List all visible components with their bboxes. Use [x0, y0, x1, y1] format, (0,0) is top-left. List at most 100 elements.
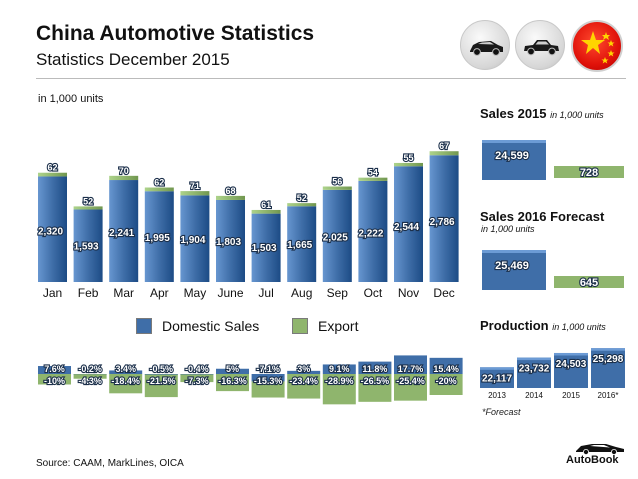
export-bar-dec	[429, 151, 459, 156]
domestic-label-feb: 1,593	[74, 241, 99, 252]
growth-export-bar-sep	[322, 374, 356, 405]
growth-domestic-label-dec: 15.4%	[433, 364, 459, 374]
domestic-label-jul: 1,503	[252, 243, 277, 254]
main-chart-unit-note: in 1,000 units	[38, 93, 104, 105]
growth-rate-chart: 7.6%-10%-0.2%-4.3%3.4%-18.4%-0.5%-21.5%-…	[38, 355, 463, 405]
export-label-dec: 67	[439, 141, 449, 151]
growth-domestic-label-june: 5%	[226, 364, 239, 374]
x-tick-jul: Jul	[258, 286, 273, 300]
growth-export-label-aug: -23.4%	[289, 376, 318, 386]
export-label-jan: 62	[47, 163, 57, 173]
growth-export-label-dec: -20%	[436, 376, 457, 386]
sales-2016-chart: 25,469 645	[482, 250, 624, 290]
x-tick-dec: Dec	[433, 286, 454, 300]
x-tick-aug: Aug	[291, 286, 312, 300]
domestic-bar-mar	[109, 180, 139, 282]
domestic-bar-feb	[73, 209, 103, 282]
monthly-sales-chart: 2,320 62 Jan 1,593 52 Feb 2,241 70 Mar 1,995 62 Apr…	[37, 140, 459, 300]
growth-domestic-label-oct: 11.8%	[362, 364, 387, 374]
production-unit: in 1,000 units	[552, 322, 606, 332]
sales-2015-domestic-label: 24,599	[495, 150, 529, 162]
growth-domestic-bar-sep	[322, 364, 356, 374]
sales-2016-domestic-bar-highlight	[482, 250, 546, 253]
production-bar-highlight-0	[480, 367, 514, 370]
legend-domestic-swatch	[136, 318, 152, 334]
domestic-label-mar: 2,241	[109, 228, 134, 239]
domestic-bar-may	[180, 195, 210, 282]
x-tick-sep: Sep	[327, 286, 349, 300]
sales-2015-domestic-bar-highlight	[482, 140, 546, 143]
production-bar-highlight-1	[517, 357, 551, 361]
domestic-bar-apr	[144, 191, 174, 282]
x-tick-oct: Oct	[364, 286, 383, 300]
x-tick-may: May	[184, 286, 207, 300]
growth-domestic-label-mar: 3.4%	[115, 364, 136, 374]
sales-2016-domestic-bar	[482, 250, 546, 290]
export-bar-aug	[287, 203, 317, 207]
growth-export-label-sep: -28.9%	[325, 376, 354, 386]
growth-domestic-label-sep: 9.1%	[329, 364, 350, 374]
sales-2016-title: Sales 2016 Forecast	[480, 209, 605, 224]
growth-export-bar-apr	[144, 374, 178, 398]
legend-domestic: Domestic Sales	[136, 318, 259, 334]
export-bar-apr	[144, 187, 174, 192]
x-tick-nov: Nov	[398, 286, 419, 300]
growth-domestic-label-apr: -0.5%	[150, 364, 174, 374]
growth-domestic-bar-june	[216, 368, 249, 374]
domestic-label-june: 1,803	[216, 237, 241, 248]
legend-export-swatch	[292, 318, 308, 334]
growth-domestic-label-may: -0.4%	[185, 364, 209, 374]
x-tick-mar: Mar	[113, 286, 134, 300]
growth-domestic-bar-dec	[429, 357, 463, 374]
sales-2015-export-label: 728	[580, 167, 598, 179]
growth-export-bar-june	[216, 374, 249, 392]
x-tick-jan: Jan	[43, 286, 62, 300]
brand-name: AutoBook	[566, 454, 619, 466]
export-bar-jul	[251, 209, 281, 214]
production-tick-1: 2014	[525, 391, 543, 400]
sales-2015-title: Sales 2015 in 1,000 units	[480, 106, 604, 121]
domestic-label-sep: 2,025	[323, 233, 348, 244]
export-bar-nov	[394, 162, 423, 167]
production-label-3: 25,298	[593, 354, 624, 365]
sales-2015-export-bar	[554, 166, 624, 178]
growth-export-label-apr: -21.5%	[147, 376, 176, 386]
autobook-logo-icon	[576, 444, 624, 455]
growth-export-bar-oct	[358, 374, 392, 402]
export-label-oct: 54	[368, 168, 378, 178]
production-bar-2	[554, 352, 588, 388]
production-tick-2: 2015	[562, 391, 580, 400]
production-title: Production in 1,000 units	[480, 318, 606, 333]
domestic-bar-sep	[322, 189, 352, 282]
growth-export-label-may: -7.3%	[185, 376, 209, 386]
export-label-feb: 52	[83, 196, 93, 206]
export-label-june: 68	[225, 186, 235, 196]
domestic-bar-aug	[287, 206, 317, 282]
domestic-label-nov: 2,544	[394, 222, 419, 233]
growth-domestic-bar-nov	[394, 355, 427, 374]
domestic-bar-jan	[38, 176, 67, 282]
x-tick-june: June	[217, 286, 243, 300]
export-bar-mar	[109, 175, 139, 181]
growth-export-bar-nov	[394, 374, 427, 401]
export-bar-oct	[358, 177, 388, 181]
domestic-label-oct: 2,222	[358, 229, 383, 240]
x-tick-apr: Apr	[150, 286, 169, 300]
growth-domestic-bar-jul	[251, 374, 285, 382]
export-label-may: 71	[190, 181, 200, 191]
production-label-2: 24,503	[556, 359, 587, 370]
export-bar-may	[180, 191, 210, 196]
production-tick-0: 2013	[488, 391, 506, 400]
growth-export-bar-aug	[287, 374, 321, 399]
production-bar-highlight-2	[554, 352, 588, 356]
export-label-sep: 56	[332, 177, 342, 187]
production-bar-highlight-3	[591, 348, 625, 351]
export-bar-june	[216, 195, 245, 200]
production-tick-3: 2016*	[598, 391, 619, 400]
sales-2016-unit: in 1,000 units	[481, 224, 535, 234]
china-flag-icon	[571, 20, 623, 72]
legend-domestic-label: Domestic Sales	[162, 318, 260, 334]
growth-domestic-bar-aug	[287, 370, 321, 374]
growth-export-bar-jan	[38, 374, 71, 385]
production-label-0: 22,117	[482, 373, 512, 384]
